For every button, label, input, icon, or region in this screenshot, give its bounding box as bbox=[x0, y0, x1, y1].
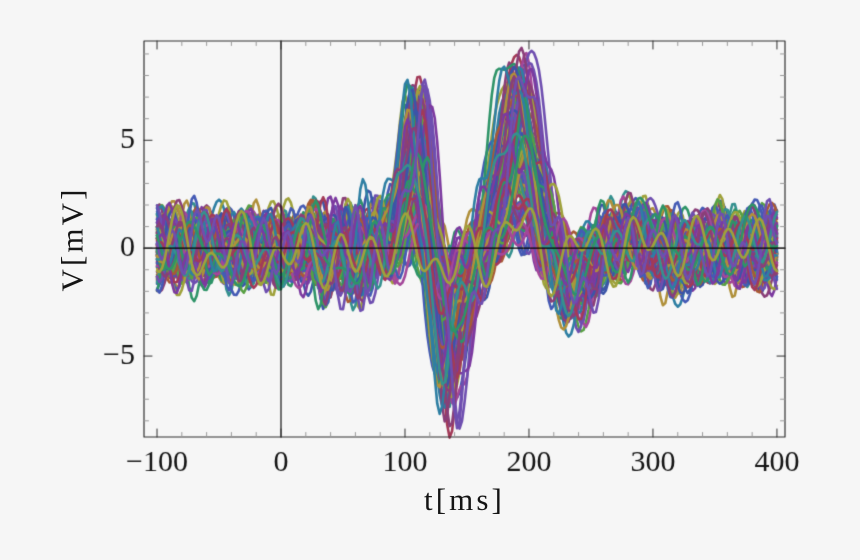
waveform-plot-canvas bbox=[0, 0, 860, 560]
evoked-potential-figure: t[ms] V[mV] bbox=[0, 0, 860, 560]
